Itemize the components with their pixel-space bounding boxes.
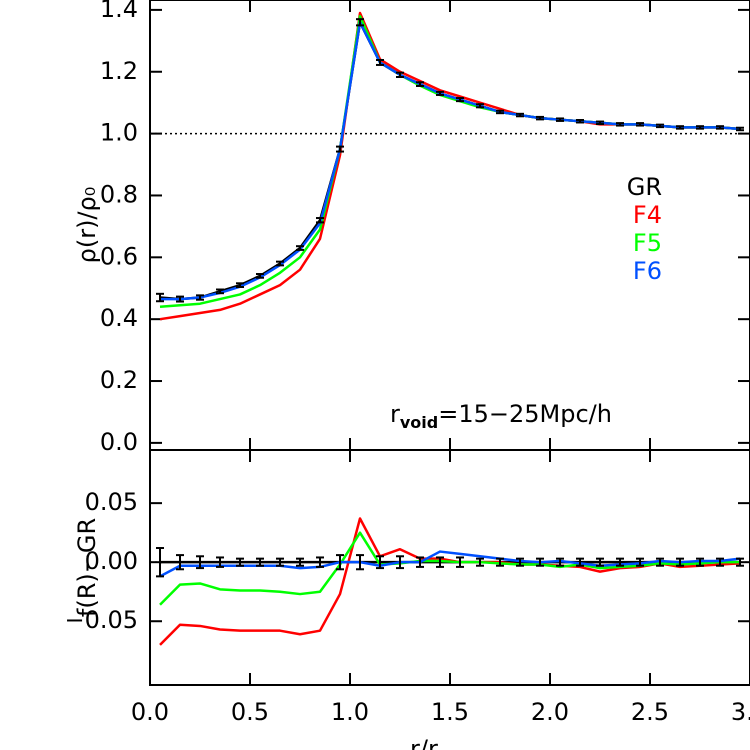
error-bar (556, 117, 564, 122)
error-bar (596, 557, 604, 567)
error-bar (396, 71, 404, 79)
y-tick-label: 1.2 (100, 57, 138, 85)
error-bar (656, 557, 664, 567)
error-bar (196, 294, 204, 301)
error-bar (676, 557, 684, 567)
error-bar (636, 122, 644, 127)
error-bar (536, 557, 544, 567)
error-bar (276, 557, 284, 567)
error-bar (436, 556, 444, 568)
error-bar (616, 122, 624, 127)
y-tick-label: 1.0 (100, 119, 138, 147)
error-bar (536, 115, 544, 121)
x-tick-label: 0.5 (231, 698, 269, 726)
error-bar (716, 125, 724, 130)
y-tick-label: 0.6 (100, 242, 138, 270)
x-tick-label: 3.0 (731, 698, 750, 726)
error-bar (616, 557, 624, 567)
error-bar (336, 554, 344, 571)
error-bar (316, 556, 324, 568)
x-tick-label: 2.0 (531, 698, 569, 726)
error-bar (216, 288, 224, 295)
legend-label: GR (627, 173, 662, 201)
error-bar (496, 109, 504, 115)
y-tick-label: 0.2 (100, 366, 138, 394)
error-bar (356, 18, 364, 27)
x-axis-label: r/rvoid (410, 735, 476, 750)
y-tick-label: 0.0 (100, 428, 138, 456)
y-tick-label: −0.05 (64, 606, 138, 634)
plot-frame (149, 449, 750, 686)
error-bar (576, 119, 584, 124)
annotation-text: r (390, 400, 400, 428)
error-bar (656, 123, 664, 129)
error-bar (256, 273, 264, 279)
x-tick-label: 0.0 (131, 698, 169, 726)
annotation-sub: void (400, 413, 438, 432)
error-bar (476, 557, 484, 567)
error-bar (636, 557, 644, 567)
annotation: rvoid=15−25Mpc/h (390, 400, 612, 432)
error-bar (156, 547, 164, 578)
error-bar (336, 145, 344, 153)
y-tick-label: 1.4 (100, 0, 138, 23)
error-bar (316, 217, 324, 224)
error-bar (516, 557, 524, 567)
error-bar (416, 81, 424, 87)
error-bar (596, 120, 604, 126)
error-bar (376, 555, 384, 570)
annotation-text: =15−25Mpc/h (438, 400, 612, 428)
error-bar (356, 554, 364, 571)
error-bar (196, 555, 204, 570)
error-bar (556, 557, 564, 567)
error-bar (476, 103, 484, 109)
error-bar (576, 557, 584, 567)
y-axis-label: ρ(r)/ρ₀ (73, 187, 101, 264)
error-bar (736, 126, 744, 132)
error-bar (516, 112, 524, 118)
y-tick-label: 0.00 (85, 547, 138, 575)
error-bar (696, 125, 704, 130)
y-axis-label: f(R)−GR (73, 518, 101, 617)
series-line (159, 517, 741, 646)
x-tick-label: 1.5 (431, 698, 469, 726)
series-line (159, 531, 740, 606)
x-tick-label: 2.5 (631, 698, 669, 726)
error-bar (296, 245, 304, 251)
error-bar (276, 260, 284, 267)
legend-label: F6 (633, 257, 662, 285)
x-label-text: r/r (410, 735, 438, 750)
error-bar (156, 292, 164, 303)
x-label-sub: void (438, 748, 476, 750)
error-bar (236, 282, 244, 289)
error-bar (436, 90, 444, 96)
error-bar (396, 555, 404, 570)
error-bar (496, 557, 504, 567)
error-bar (736, 557, 744, 567)
error-bar (456, 556, 464, 568)
legend-label: F5 (633, 229, 662, 257)
y-tick-label: 0.4 (100, 304, 138, 332)
y-tick-label: 0.05 (85, 488, 138, 516)
error-bar (676, 125, 684, 130)
error-bar (256, 557, 264, 567)
legend-label: F4 (633, 201, 662, 229)
error-bar (176, 554, 184, 571)
error-bar (456, 97, 464, 103)
error-bar (696, 557, 704, 567)
y-tick-label: 0.8 (100, 180, 138, 208)
error-bar (216, 556, 224, 568)
error-bar (376, 59, 384, 66)
error-bar (176, 295, 184, 303)
error-bar (416, 556, 424, 568)
x-tick-label: 1.0 (331, 698, 369, 726)
error-bar (296, 557, 304, 567)
error-bar (236, 557, 244, 567)
error-bar (716, 557, 724, 567)
